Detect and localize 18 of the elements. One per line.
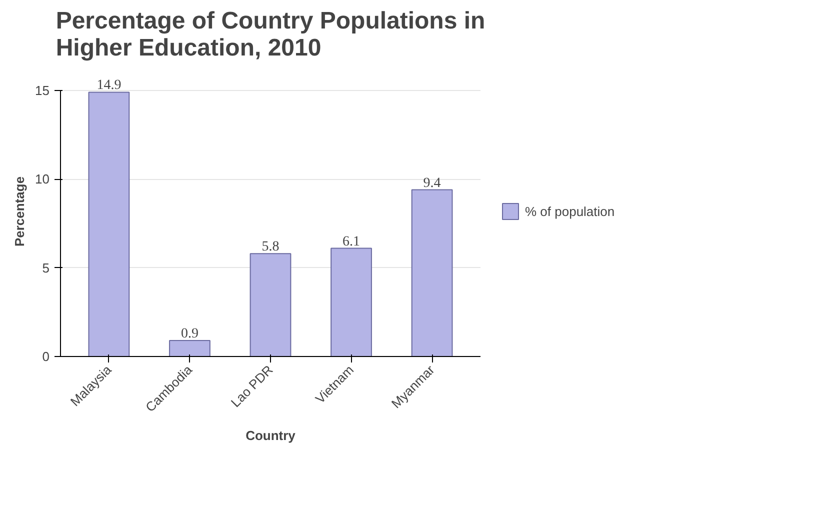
bar [250,253,292,356]
chart-title: Percentage of Country Populations in Higher Education, 2010 [56,8,486,62]
bar [411,189,453,356]
bar [169,340,210,356]
legend-label: % of population [525,204,615,218]
data-label: 6.1 [342,234,360,250]
data-label: 5.8 [262,240,280,255]
data-label: 9.4 [423,176,441,191]
y-tick-label: 0 [42,349,50,364]
y-axis-title: Percentage [12,176,28,247]
y-tick-label: 15 [35,82,50,98]
y-tick-label: 5 [42,260,50,276]
y-tick-label: 10 [35,172,50,187]
bar [88,92,130,356]
bar [330,248,372,356]
data-label: 14.9 [96,78,122,94]
x-axis-title: Country [246,428,296,444]
data-label: 0.9 [180,326,198,342]
